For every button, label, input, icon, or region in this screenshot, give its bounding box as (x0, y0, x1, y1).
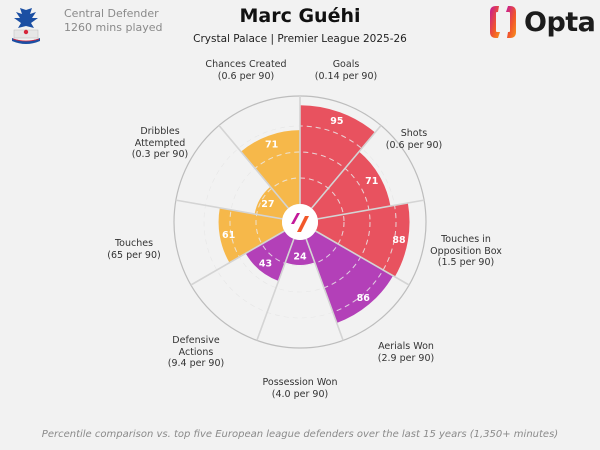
player-meta: Central Defender 1260 mins played (64, 7, 163, 35)
value-label: 71 (265, 140, 278, 151)
segment-possession-won (285, 238, 315, 265)
center-logo-bg (282, 204, 318, 240)
spoke (310, 124, 382, 209)
segment-shots (311, 151, 391, 219)
spoke (305, 238, 344, 341)
spoke (317, 199, 425, 220)
value-label: 43 (259, 259, 272, 270)
center-logo-icon (291, 213, 300, 224)
spoke (175, 199, 283, 220)
opta-logo: Opta (488, 4, 596, 40)
minutes-played: 1260 mins played (64, 21, 163, 34)
category-label: Defensive Actions (9.4 per 90) (167, 335, 225, 369)
category-label: Touches (65 per 90) (107, 238, 161, 261)
category-label: Possession Won (4.0 per 90) (262, 377, 338, 400)
grid-ring (229, 151, 371, 293)
page-title: Marc Guéhi (239, 5, 361, 27)
value-label: 27 (261, 199, 274, 210)
value-label: 88 (392, 235, 406, 246)
segment-dribbles-attempted (254, 186, 289, 219)
segment-touches-in-opposition-box (315, 202, 410, 277)
category-label: Shots (0.6 per 90) (385, 128, 443, 151)
category-label: Chances Created (0.6 per 90) (205, 59, 287, 82)
segment-chances-created (240, 130, 300, 209)
spoke (218, 124, 290, 209)
category-label: Goals (0.14 per 90) (314, 59, 378, 82)
grid-ring-bg (229, 151, 371, 293)
segment-defensive-actions (245, 231, 294, 281)
player-position: Central Defender (64, 7, 159, 20)
spoke (315, 230, 410, 286)
category-label: Touches in Opposition Box (1.5 per 90) (430, 234, 502, 268)
crystal-palace-crest (12, 8, 40, 44)
footer-note: Percentile comparison vs. top five Europ… (41, 429, 559, 440)
value-label: 95 (330, 116, 343, 127)
opta-wordmark: Opta (524, 6, 596, 38)
spoke (190, 230, 285, 286)
segment-aerials-won (306, 231, 394, 323)
spoke (256, 238, 295, 341)
value-label: 24 (293, 251, 307, 262)
opta-logo-icon (490, 6, 516, 38)
category-label: Dribbles Attempted (0.3 per 90) (131, 126, 189, 160)
category-label: Aerials Won (2.9 per 90) (377, 341, 435, 364)
page-subtitle: Crystal Palace | Premier League 2025-26 (193, 33, 407, 45)
value-label: 71 (365, 176, 378, 187)
value-label: 61 (222, 230, 235, 241)
value-label: 86 (357, 293, 371, 304)
